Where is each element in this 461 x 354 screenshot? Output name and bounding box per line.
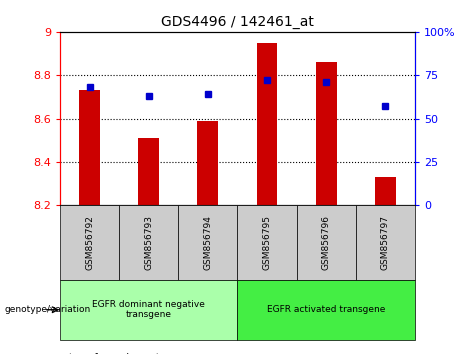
Title: GDS4496 / 142461_at: GDS4496 / 142461_at xyxy=(161,16,314,29)
Bar xyxy=(375,177,396,205)
Bar xyxy=(197,121,218,205)
Text: EGFR dominant negative
transgene: EGFR dominant negative transgene xyxy=(92,300,205,319)
Text: genotype/variation: genotype/variation xyxy=(5,305,91,314)
Bar xyxy=(178,205,237,280)
Bar xyxy=(138,138,159,205)
Text: GSM856794: GSM856794 xyxy=(203,215,213,270)
Bar xyxy=(257,43,278,205)
Text: GSM856792: GSM856792 xyxy=(85,215,94,270)
Text: EGFR activated transgene: EGFR activated transgene xyxy=(267,305,385,314)
Bar xyxy=(296,205,356,280)
Bar xyxy=(60,280,237,340)
Bar xyxy=(60,205,119,280)
Text: transformed count: transformed count xyxy=(69,353,160,354)
Bar xyxy=(79,90,100,205)
Text: GSM856793: GSM856793 xyxy=(144,215,153,270)
Bar xyxy=(237,280,415,340)
Text: GSM856796: GSM856796 xyxy=(322,215,331,270)
Bar xyxy=(237,205,296,280)
Text: GSM856797: GSM856797 xyxy=(381,215,390,270)
Bar xyxy=(356,205,415,280)
Bar xyxy=(316,62,337,205)
Text: GSM856795: GSM856795 xyxy=(262,215,272,270)
Bar xyxy=(119,205,178,280)
